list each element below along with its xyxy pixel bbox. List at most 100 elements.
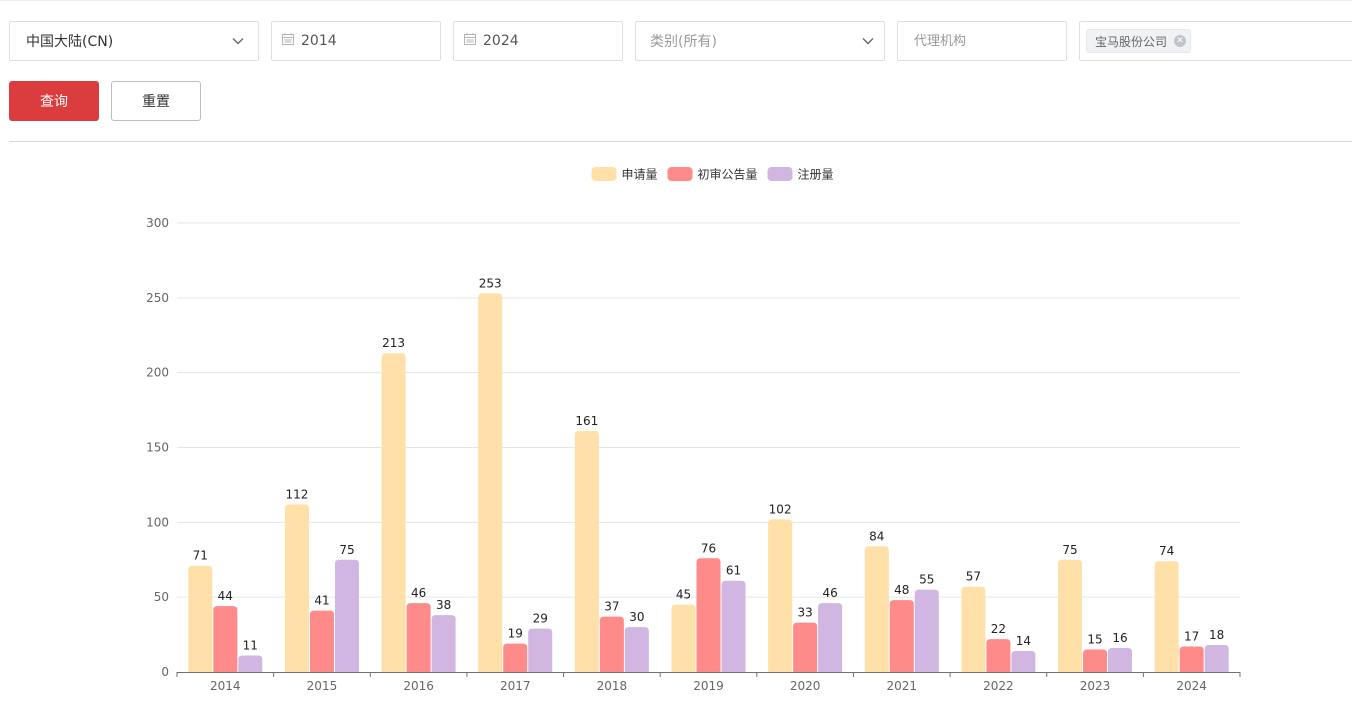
legend-label: 初审公告量 xyxy=(698,167,758,182)
y-tick-label: 250 xyxy=(146,291,169,305)
bar xyxy=(528,628,553,672)
y-tick-label: 300 xyxy=(146,216,169,230)
bar xyxy=(793,622,818,672)
bar xyxy=(238,655,263,672)
calendar-icon xyxy=(464,32,476,45)
bar xyxy=(431,615,456,672)
data-label: 84 xyxy=(869,529,884,543)
bar xyxy=(768,519,793,672)
legend-swatch xyxy=(767,167,793,181)
data-label: 61 xyxy=(726,564,741,578)
bar xyxy=(914,589,939,672)
x-tick-label: 2016 xyxy=(403,679,434,693)
x-tick-label: 2017 xyxy=(500,679,531,693)
agency-input[interactable] xyxy=(898,22,1066,60)
bar xyxy=(961,586,986,672)
x-tick-label: 2021 xyxy=(886,679,917,693)
data-label: 44 xyxy=(218,589,233,603)
bar xyxy=(188,565,213,672)
data-label: 75 xyxy=(1062,543,1077,557)
data-label: 102 xyxy=(769,502,792,516)
data-label: 22 xyxy=(991,622,1006,636)
bar xyxy=(309,610,334,672)
bar xyxy=(1204,645,1229,672)
agency-field xyxy=(897,21,1067,61)
bar xyxy=(1011,651,1036,672)
query-button[interactable]: 查询 xyxy=(9,81,99,121)
applicant-tag-input[interactable]: 宝马股份公司 ✕ xyxy=(1079,21,1352,61)
legend-swatch xyxy=(591,167,617,181)
legend-label: 注册量 xyxy=(798,167,834,182)
end-year-picker[interactable]: 2024 xyxy=(453,21,623,61)
bar xyxy=(574,431,599,672)
x-tick-label: 2023 xyxy=(1080,679,1111,693)
legend-label: 申请量 xyxy=(622,168,658,182)
data-label: 33 xyxy=(797,606,812,620)
bar xyxy=(1179,646,1204,672)
data-label: 18 xyxy=(1209,628,1224,642)
bar xyxy=(334,559,359,672)
bar xyxy=(381,353,406,672)
x-tick-label: 2018 xyxy=(597,679,628,693)
data-label: 17 xyxy=(1184,630,1199,644)
bar xyxy=(503,643,528,672)
bar xyxy=(864,546,889,672)
start-year-picker[interactable]: 2014 xyxy=(271,21,441,61)
bar xyxy=(406,603,431,672)
bar xyxy=(624,627,649,672)
chevron-down-icon xyxy=(862,38,874,45)
data-label: 46 xyxy=(822,586,837,600)
data-label: 71 xyxy=(193,549,208,563)
y-tick-label: 100 xyxy=(146,515,169,529)
bar xyxy=(1058,559,1083,672)
data-label: 46 xyxy=(411,586,426,600)
data-label: 29 xyxy=(533,612,548,626)
start-year-value: 2014 xyxy=(301,33,337,49)
x-tick-label: 2024 xyxy=(1176,679,1207,693)
end-year-value: 2024 xyxy=(483,33,519,49)
data-label: 55 xyxy=(919,573,934,587)
bar xyxy=(1154,561,1179,672)
data-label: 37 xyxy=(604,600,619,614)
data-label: 48 xyxy=(894,583,909,597)
data-label: 112 xyxy=(286,487,309,501)
y-tick-label: 50 xyxy=(154,590,169,604)
section-divider xyxy=(9,141,1352,142)
reset-button[interactable]: 重置 xyxy=(111,81,201,121)
close-icon[interactable]: ✕ xyxy=(1174,35,1187,47)
x-tick-label: 2019 xyxy=(693,679,724,693)
legend-swatch xyxy=(667,167,693,181)
bar xyxy=(818,603,843,672)
bar xyxy=(1108,648,1133,672)
category-select-placeholder: 类别(所有) xyxy=(650,34,717,50)
data-label: 11 xyxy=(243,639,258,653)
data-label: 213 xyxy=(382,336,405,350)
bar xyxy=(671,604,696,672)
bar xyxy=(478,293,503,672)
bar-chart: 0 50 100 150 200 250 300 2014 2015 2016 2017 2018 20… xyxy=(146,167,1241,693)
y-tick-label: 0 xyxy=(161,665,169,679)
x-tick-label: 2014 xyxy=(210,679,241,693)
x-tick-label: 2015 xyxy=(307,679,338,693)
x-tick-label: 2020 xyxy=(790,679,821,693)
bar xyxy=(986,639,1011,672)
data-label: 19 xyxy=(508,627,523,641)
bar xyxy=(721,580,746,672)
top-divider xyxy=(0,0,1352,1)
bar xyxy=(213,606,238,672)
applicant-tag: 宝马股份公司 ✕ xyxy=(1086,29,1192,53)
data-label: 41 xyxy=(314,594,329,608)
bar xyxy=(1083,649,1108,672)
bar xyxy=(284,504,309,672)
bar xyxy=(889,600,914,672)
category-select[interactable]: 类别(所有) xyxy=(635,21,885,61)
data-label: 75 xyxy=(339,543,354,557)
region-select[interactable]: 中国大陆(CN) xyxy=(9,21,259,61)
data-label: 15 xyxy=(1087,633,1102,647)
data-label: 76 xyxy=(701,541,716,555)
region-select-value: 中国大陆(CN) xyxy=(26,34,114,50)
data-label: 74 xyxy=(1159,544,1174,558)
x-tick-label: 2022 xyxy=(983,679,1014,693)
data-label: 161 xyxy=(575,414,598,428)
applicant-tag-label: 宝马股份公司 xyxy=(1095,34,1168,49)
